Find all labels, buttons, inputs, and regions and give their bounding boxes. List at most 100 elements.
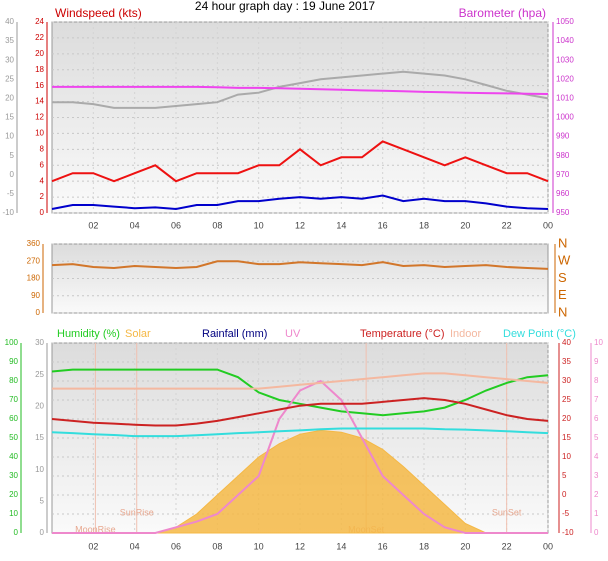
x-tick-label: 04 [130,541,140,551]
legend-label: UV [285,328,301,340]
y2-tick-label: -10 [562,528,574,537]
y3-tick-label: -10 [2,208,14,217]
legend-label: Rainfall (mm) [202,328,267,340]
y-tick-label: 0 [14,528,19,537]
x-tick-label: 06 [171,541,181,551]
y-tick-label: 60 [9,414,18,423]
y2-tick-label: 1040 [556,36,574,45]
x-tick-label: 12 [295,220,305,230]
y-tick-label: 80 [9,376,18,385]
y2-tick-label: 1020 [556,74,574,83]
y-tick-label: 180 [27,274,41,283]
x-tick-label: 02 [88,541,98,551]
line [52,85,549,95]
y2-tick-label: 10 [562,452,571,461]
y2-tick-label: 40 [562,338,571,347]
y2-tick-label: 970 [556,170,570,179]
y2-tick-label: 25 [562,395,571,404]
line [51,427,549,438]
y3-tick-label: 20 [35,401,44,410]
y3-tick-label: 30 [35,338,44,347]
x-tick-label: 00 [543,541,553,551]
y-tick-label: 24 [35,17,44,26]
y4-tick-label: 1 [594,509,599,518]
y-tick-label: 12 [35,113,44,122]
y-tick-label: 8 [40,144,45,153]
x-tick-label: 14 [336,541,346,551]
y-axis-label: Windspeed (kts) [55,6,142,20]
y4-tick-label: 0 [594,528,599,537]
x-tick-label: 16 [378,541,388,551]
y-tick-label: 16 [35,81,44,90]
y4-tick-label: 3 [594,471,599,480]
y-tick-label: 0 [40,208,45,217]
y2-tick-label: 35 [562,357,571,366]
y2-tick-label: W [558,253,571,268]
y4-tick-label: 10 [594,338,603,347]
y3-tick-label: 5 [40,496,45,505]
y2-tick-label: 1030 [556,55,574,64]
y2-tick-label: 20 [562,414,571,423]
y2-tick-label: 990 [556,132,570,141]
y3-tick-label: -5 [7,189,15,198]
legend-label: Solar [125,328,151,340]
y2-tick-label: S [558,270,567,285]
chart-title: 24 hour graph day : 19 June 2017 [195,0,375,13]
x-tick-label: 14 [336,220,346,230]
y-tick-label: 4 [40,176,45,185]
x-tick-label: 18 [419,541,429,551]
y-tick-label: 18 [35,65,44,74]
annotation: SunSet [492,507,522,517]
legend-label: Temperature (°C) [360,328,444,340]
y2-tick-label: -5 [562,509,570,518]
y-tick-label: 20 [35,49,44,58]
x-tick-label: 08 [212,541,222,551]
y-tick-label: 50 [9,433,18,442]
y-tick-label: 70 [9,395,18,404]
x-tick-label: 06 [171,220,181,230]
y-tick-label: 30 [9,471,18,480]
y-tick-label: 6 [40,160,45,169]
line [52,372,549,390]
y2-tick-label: N [558,235,567,250]
y4-tick-label: 8 [594,376,599,385]
y2-tick-label: 1050 [556,17,574,26]
x-tick-label: 22 [502,220,512,230]
y3-tick-label: 0 [40,528,45,537]
x-tick-label: 04 [130,220,140,230]
y-tick-label: 10 [9,509,18,518]
line [51,194,549,211]
y4-tick-label: 7 [594,395,599,404]
y-tick-label: 14 [35,97,44,106]
y2-tick-label: 30 [562,376,571,385]
x-tick-label: 10 [254,220,264,230]
x-tick-label: 10 [254,541,264,551]
y3-tick-label: 5 [10,151,15,160]
line [52,379,548,534]
y-tick-label: 22 [35,33,44,42]
y3-tick-label: 35 [5,36,14,45]
x-tick-label: 18 [419,220,429,230]
y2-tick-label: 960 [556,189,570,198]
y3-tick-label: 25 [35,370,44,379]
y4-tick-label: 9 [594,357,599,366]
x-tick-label: 22 [502,541,512,551]
line [52,70,549,109]
y2-tick-label: N [558,304,567,319]
y2-tick-label: 1000 [556,113,574,122]
y3-tick-label: 20 [5,94,14,103]
annotation: MoonRise [75,524,116,534]
line [51,140,549,183]
x-tick-label: 20 [460,541,470,551]
line [51,260,549,270]
y3-tick-label: 0 [10,170,15,179]
y-tick-label: 360 [27,239,41,248]
y4-tick-label: 2 [594,490,599,499]
line [51,368,549,417]
y3-tick-label: 30 [5,55,14,64]
y3-tick-label: 15 [35,433,44,442]
x-tick-label: 20 [460,220,470,230]
y2-axis-label: Barometer (hpa) [459,6,546,20]
y-tick-label: 10 [35,129,44,138]
legend-label: Indoor [450,328,482,340]
